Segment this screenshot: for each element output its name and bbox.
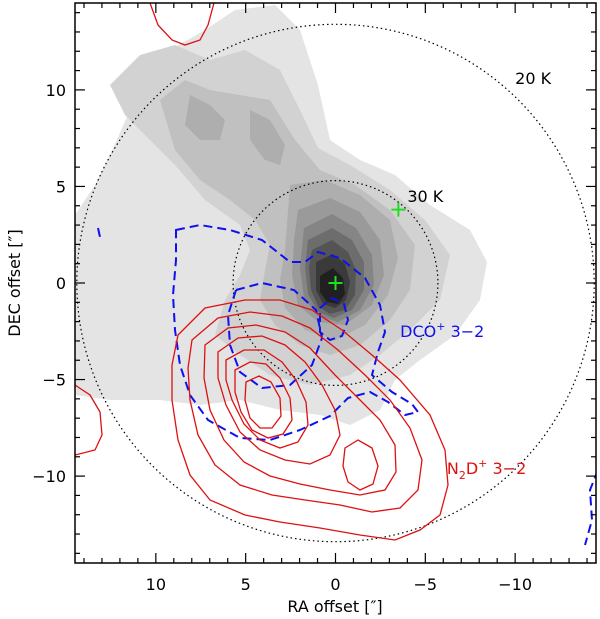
n2d-contour-3 xyxy=(203,324,397,496)
dco-edge-fragment-1 xyxy=(97,227,101,238)
dco-edge-fragment-2 xyxy=(584,472,596,546)
annotation-label-1: 30 K xyxy=(407,187,443,206)
n2d-contour-top-left xyxy=(149,3,215,46)
y-axis-title: DEC offset [″] xyxy=(5,229,24,337)
n2d-contour-left-edge xyxy=(75,384,103,456)
cross-marker xyxy=(391,202,406,217)
annotation-label-3: N2D+ 3−2 xyxy=(447,457,526,482)
annotation-label-0: 20 K xyxy=(515,69,551,88)
axis-ticks xyxy=(75,3,596,563)
n2d-contour-secondary xyxy=(342,439,379,491)
axis-tick-labels: 10 5 0 −5 −10 10 5 0 −5 −10 xyxy=(32,81,532,594)
continuum-grayscale xyxy=(75,5,487,425)
y-tick-label: 10 xyxy=(46,81,66,100)
dco-contours xyxy=(97,223,596,546)
dco-contour-core xyxy=(319,296,350,342)
position-markers xyxy=(328,202,406,290)
n2d-contours xyxy=(75,3,449,541)
y-tick-label: 0 xyxy=(56,274,66,293)
n2d-contour-6 xyxy=(234,361,293,439)
n2d-contour-5 xyxy=(225,349,309,449)
cross-marker xyxy=(328,276,343,290)
x-tick-label: 5 xyxy=(241,575,251,594)
dco-contour-inner xyxy=(226,281,324,390)
x-tick-label: 0 xyxy=(330,575,340,594)
y-tick-label: −5 xyxy=(42,371,66,390)
n2d-contour-4 xyxy=(217,335,341,465)
n2d-contour-7 xyxy=(244,375,282,429)
x-tick-label: −5 xyxy=(414,575,438,594)
continuum-level-10 xyxy=(320,268,345,304)
plot-content xyxy=(75,3,596,546)
y-tick-label: −10 xyxy=(32,467,66,486)
annotation-label-2: DCO+ 3−2 xyxy=(400,320,484,341)
x-tick-label: −10 xyxy=(498,575,532,594)
y-tick-label: 5 xyxy=(56,177,66,196)
n2d-contour-2 xyxy=(187,311,423,513)
x-axis-title: RA offset [″] xyxy=(287,597,382,616)
x-tick-label: 10 xyxy=(146,575,166,594)
n2d-contour-1 xyxy=(171,299,449,541)
circle-30K xyxy=(232,179,439,387)
annotations: 20 K 30 K DCO+ 3−2 N2D+ 3−2 xyxy=(400,69,551,482)
